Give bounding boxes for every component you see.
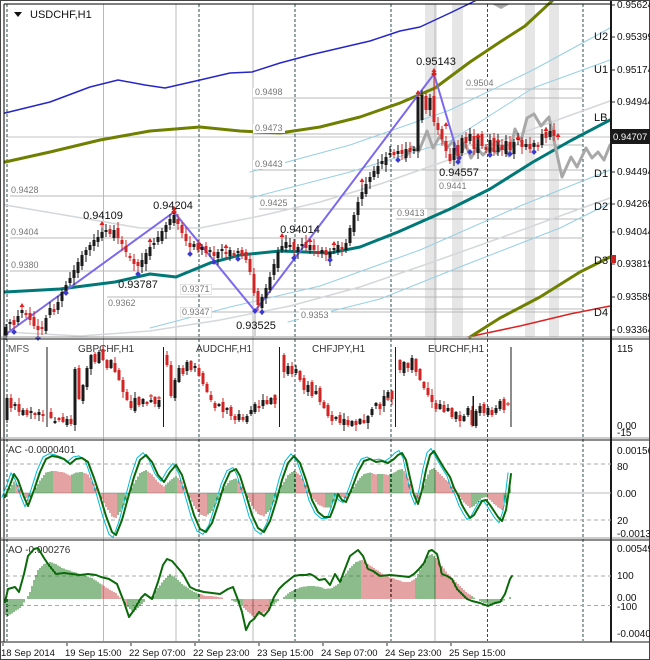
svg-text:22 Sep 07:00: 22 Sep 07:00 [129, 648, 186, 659]
svg-text:0.001565: 0.001565 [617, 446, 650, 457]
svg-text:0.94494: 0.94494 [617, 167, 650, 178]
svg-text:0.94557: 0.94557 [439, 167, 479, 179]
svg-text:0.95143: 0.95143 [416, 56, 456, 68]
svg-text:0.93819: 0.93819 [617, 259, 650, 270]
svg-text:0.005492: 0.005492 [617, 544, 650, 555]
svg-text:0.9347: 0.9347 [182, 307, 210, 317]
svg-text:24 Sep 07:00: 24 Sep 07:00 [321, 648, 378, 659]
svg-text:0.9441: 0.9441 [439, 181, 467, 191]
svg-text:-15: -15 [617, 428, 632, 439]
svg-text:22 Sep 23:00: 22 Sep 23:00 [193, 648, 250, 659]
svg-text:0.94269: 0.94269 [617, 199, 650, 210]
svg-text:0.9425: 0.9425 [260, 198, 288, 208]
svg-text:-100: -100 [617, 602, 637, 613]
svg-text:0.95174: 0.95174 [617, 65, 650, 76]
svg-text:0.9371: 0.9371 [182, 284, 210, 294]
svg-text:D1: D1 [594, 168, 608, 180]
svg-text:0.9353: 0.9353 [301, 310, 329, 320]
svg-text:EURCHF,H1: EURCHF,H1 [428, 344, 485, 355]
svg-text:23 Sep 15:00: 23 Sep 15:00 [257, 648, 314, 659]
svg-text:0.9443: 0.9443 [255, 159, 283, 169]
svg-text:0.94109: 0.94109 [83, 210, 123, 222]
svg-text:0.9504: 0.9504 [466, 78, 494, 88]
svg-text:0.9428: 0.9428 [11, 185, 39, 195]
svg-text:AUDCHF,H1: AUDCHF,H1 [196, 344, 253, 355]
svg-text:0.94944: 0.94944 [617, 97, 650, 108]
svg-text:USDCHF,H1: USDCHF,H1 [30, 9, 92, 21]
svg-text:LB: LB [594, 112, 607, 124]
svg-text:-0.001396: -0.001396 [617, 529, 650, 540]
svg-text:115: 115 [617, 344, 633, 355]
svg-text:0.95624: 0.95624 [617, 0, 650, 11]
svg-text:80: 80 [617, 462, 629, 473]
svg-text:0.93364: 0.93364 [617, 325, 650, 336]
svg-text:0.9473: 0.9473 [255, 123, 283, 133]
svg-text:0.00: 0.00 [617, 489, 637, 500]
svg-text:0,00: 0,00 [617, 421, 637, 432]
svg-text:D3: D3 [594, 255, 608, 267]
svg-text:CHFJPY,H1: CHFJPY,H1 [312, 344, 366, 355]
svg-text:19 Sep 15:00: 19 Sep 15:00 [65, 648, 122, 659]
svg-text:GBPCHF,H1: GBPCHF,H1 [78, 344, 135, 355]
svg-text:-0.004017: -0.004017 [617, 629, 650, 640]
svg-text:0.93787: 0.93787 [118, 279, 158, 291]
svg-text:D4: D4 [594, 307, 608, 319]
svg-text:0.93589: 0.93589 [617, 292, 650, 303]
svg-text:0.94204: 0.94204 [153, 200, 193, 212]
svg-text:24 Sep 23:00: 24 Sep 23:00 [385, 648, 442, 659]
svg-text:0.95399: 0.95399 [617, 32, 650, 43]
svg-text:U2: U2 [594, 31, 608, 43]
svg-text:100: 100 [617, 571, 634, 582]
svg-text:25 Sep 15:00: 25 Sep 15:00 [449, 648, 506, 659]
svg-text:0.94707: 0.94707 [613, 132, 647, 143]
svg-text:0.9380: 0.9380 [11, 260, 39, 270]
svg-text:0.9413: 0.9413 [397, 208, 425, 218]
svg-text:18 Sep 2014: 18 Sep 2014 [1, 648, 55, 659]
svg-text:0.94044: 0.94044 [617, 227, 650, 238]
svg-text:MFS: MFS [8, 344, 29, 355]
svg-text:D2: D2 [594, 201, 608, 213]
svg-text:0.9404: 0.9404 [11, 227, 39, 237]
svg-text:0.00: 0.00 [617, 593, 637, 604]
svg-text:20: 20 [617, 516, 629, 527]
svg-text:0.93525: 0.93525 [236, 320, 276, 332]
svg-text:0.94014: 0.94014 [280, 224, 320, 236]
svg-text:0.9362: 0.9362 [108, 298, 136, 308]
svg-text:AC -0.0000401: AC -0.0000401 [8, 445, 76, 456]
svg-text:0.9498: 0.9498 [255, 87, 283, 97]
svg-text:U1: U1 [594, 64, 608, 76]
